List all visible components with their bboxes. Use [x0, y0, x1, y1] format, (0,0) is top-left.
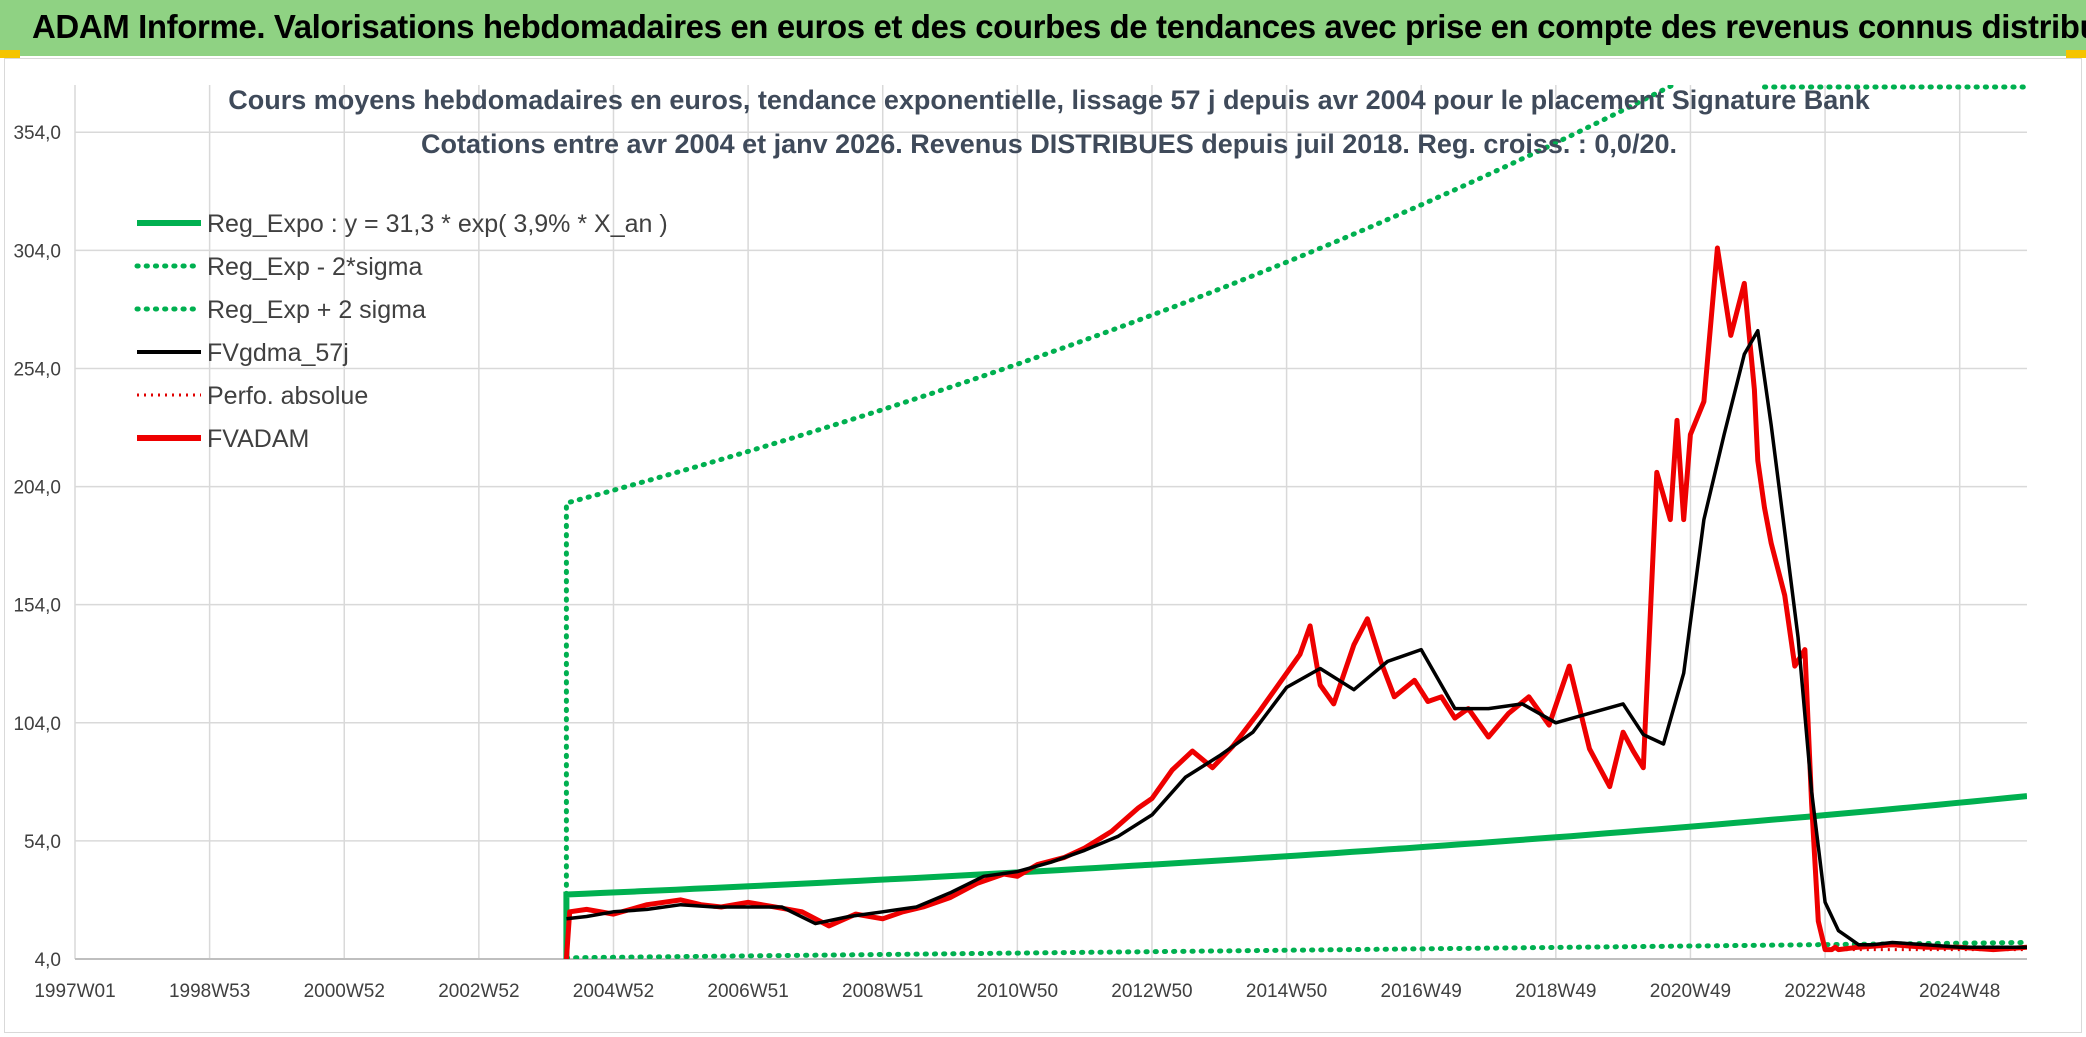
y-tick-label: 104,0 [13, 714, 61, 735]
legend-label: Reg_Exp + 2 sigma [207, 296, 426, 324]
x-tick-label: 2018W49 [1515, 981, 1596, 1002]
x-tick-label: 2020W49 [1650, 981, 1731, 1002]
legend-item: FVgdma_57j [137, 339, 349, 367]
line-chart: 4,0 54,0 104,0 154,0 204,0 254,0 304,0 354,0 199… [13, 84, 2030, 1002]
x-tick-label: 1998W53 [169, 981, 250, 1002]
series-fvgdma-57j [566, 328, 2027, 949]
x-tick-label: 2008W51 [842, 981, 923, 1002]
corner-accent-left [0, 50, 20, 58]
chart-panel: 4,0 54,0 104,0 154,0 204,0 254,0 304,0 354,0 199… [4, 58, 2082, 1033]
x-tick-label: 2002W52 [438, 981, 519, 1002]
legend-label: FVADAM [207, 425, 309, 453]
series-reg-exp-minus-2sigma [563, 940, 2027, 959]
legend-label: Reg_Exp - 2*sigma [207, 253, 422, 281]
y-tick-label: 204,0 [13, 478, 61, 499]
corner-accent-right [2066, 50, 2086, 58]
chart-title-line1: Cours moyens hebdomadaires en euros, ten… [228, 85, 1871, 115]
legend-item: Reg_Exp - 2*sigma [134, 253, 422, 281]
legend-label: Perfo. absolue [207, 382, 368, 410]
legend-item: Perfo. absolue [137, 382, 368, 410]
x-tick-label: 2000W52 [304, 981, 385, 1002]
x-tick-label: 2010W50 [977, 981, 1058, 1002]
chart-title-line2: Cotations entre avr 2004 et janv 2026. R… [421, 129, 1677, 159]
legend-item: FVADAM [137, 425, 309, 453]
x-tick-label: 2014W50 [1246, 981, 1327, 1002]
y-tick-label: 54,0 [24, 832, 61, 853]
x-tick-label: 2006W51 [707, 981, 788, 1002]
x-tick-label: 2004W52 [573, 981, 654, 1002]
legend: Reg_Expo : y = 31,3 * exp( 3,9% * X_an )… [134, 210, 668, 453]
legend-item: Reg_Exp + 2 sigma [134, 296, 426, 324]
series-fvadam [563, 245, 2027, 959]
y-tick-label: 154,0 [13, 596, 61, 617]
y-tick-label: 354,0 [13, 123, 61, 144]
series-layer [563, 84, 2030, 959]
legend-label: FVgdma_57j [207, 339, 349, 367]
y-tick-label: 254,0 [13, 359, 61, 380]
plot-area [563, 85, 2027, 959]
banner-title: ADAM Informe. Valorisations hebdomadaire… [32, 8, 2086, 45]
x-tick-label: 2022W48 [1784, 981, 1865, 1002]
series-reg-expo [563, 793, 2027, 959]
legend-item: Reg_Expo : y = 31,3 * exp( 3,9% * X_an ) [137, 210, 668, 238]
legend-label: Reg_Expo : y = 31,3 * exp( 3,9% * X_an ) [207, 210, 668, 238]
x-tick-label: 2024W48 [1919, 981, 2000, 1002]
y-tick-label: 4,0 [35, 950, 61, 971]
header-banner: ADAM Informe. Valorisations hebdomadaire… [0, 0, 2086, 56]
axis-ticks: 4,0 54,0 104,0 154,0 204,0 254,0 304,0 354,0 199… [13, 123, 2000, 1002]
x-tick-label: 2012W50 [1111, 981, 1192, 1002]
x-tick-label: 1997W01 [34, 981, 115, 1002]
series-reg-exp-plus-2sigma [563, 85, 1679, 959]
x-tick-label: 2016W49 [1381, 981, 1462, 1002]
y-tick-label: 304,0 [13, 241, 61, 262]
